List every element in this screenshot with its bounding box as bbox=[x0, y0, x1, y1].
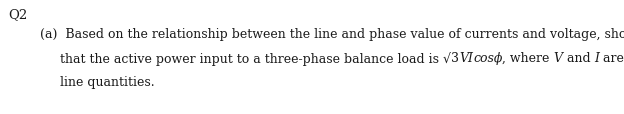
Text: VI: VI bbox=[459, 52, 473, 64]
Text: are: are bbox=[600, 52, 624, 64]
Text: cosϕ: cosϕ bbox=[473, 52, 502, 64]
Text: that the active power input to a three-phase balance load is √: that the active power input to a three-p… bbox=[60, 52, 451, 65]
Text: (a)  Based on the relationship between the line and phase value of currents and : (a) Based on the relationship between th… bbox=[40, 28, 624, 41]
Text: Q2: Q2 bbox=[8, 8, 27, 21]
Text: 3: 3 bbox=[451, 52, 459, 64]
Text: V: V bbox=[553, 52, 563, 64]
Text: , where: , where bbox=[502, 52, 553, 64]
Text: and: and bbox=[563, 52, 595, 64]
Text: I: I bbox=[595, 52, 600, 64]
Text: line quantities.: line quantities. bbox=[60, 75, 155, 88]
